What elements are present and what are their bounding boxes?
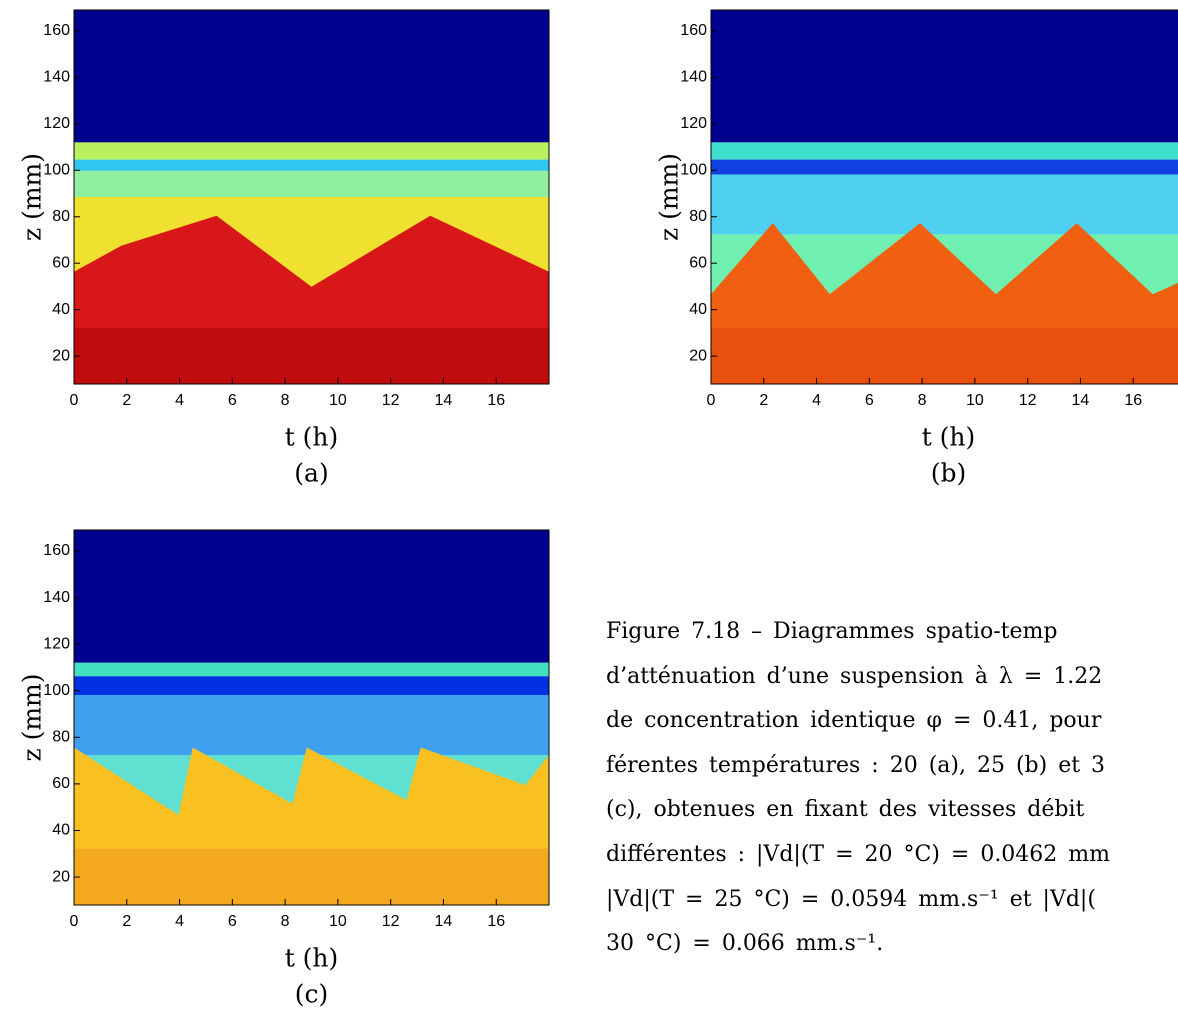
heatmap-band bbox=[74, 662, 549, 677]
y-axis-label: z (mm) bbox=[18, 673, 47, 761]
y-tick-label: 140 bbox=[680, 69, 707, 86]
heatmap-band bbox=[74, 142, 549, 160]
y-tick-label: 120 bbox=[680, 115, 707, 132]
heatmap-band bbox=[74, 327, 549, 384]
heatmap-band bbox=[74, 676, 549, 695]
heatmap-band bbox=[74, 10, 549, 143]
caption: Figure 7.18 – Diagrammes spatio-temp d’at… bbox=[606, 610, 1178, 967]
heatmap-band bbox=[711, 142, 1178, 160]
panel: 0 2 4 6 8 10 12 14 16 20 40 60 80 100 120 140 160 t (h) (c… bbox=[18, 529, 550, 1009]
panel: 0 2 4 6 8 10 12 14 16 20 40 60 80 100 120 140 160 t (h) (b… bbox=[655, 9, 1178, 488]
x-tick-label: 2 bbox=[122, 913, 131, 930]
heatmap-band bbox=[74, 695, 549, 755]
y-tick-label: 60 bbox=[689, 254, 707, 271]
axes-frame bbox=[710, 9, 1178, 385]
caption-line: de concentration identique φ = 0.41, pou… bbox=[606, 708, 1102, 734]
x-tick-label: 8 bbox=[281, 913, 290, 930]
panel: 0 2 4 6 8 10 12 14 16 20 40 60 80 100 120 140 160 t (h) (a… bbox=[18, 9, 550, 488]
x-tick-label: 16 bbox=[487, 913, 505, 930]
heatmap-band bbox=[711, 159, 1178, 175]
axes-frame bbox=[73, 529, 550, 906]
x-tick-label: 10 bbox=[329, 392, 347, 409]
caption-line: différentes : |Vd|(T = 20 °C) = 0.0462 m… bbox=[606, 841, 1111, 867]
y-tick-label: 80 bbox=[689, 208, 707, 225]
x-tick-label: 12 bbox=[382, 392, 400, 409]
heatmap bbox=[711, 10, 1178, 384]
x-tick-label: 12 bbox=[1019, 392, 1037, 409]
y-tick-label: 120 bbox=[43, 635, 70, 652]
x-tick-label: 4 bbox=[175, 913, 184, 930]
panel-label: (b) bbox=[931, 459, 967, 488]
panel-label: (c) bbox=[295, 980, 329, 1009]
y-tick-label: 100 bbox=[680, 162, 707, 179]
x-tick-label: 0 bbox=[70, 913, 79, 930]
y-tick-label: 160 bbox=[43, 542, 70, 559]
x-tick-label: 0 bbox=[70, 392, 79, 409]
x-tick-label: 12 bbox=[382, 913, 400, 930]
y-axis-label: z (mm) bbox=[655, 153, 684, 241]
caption-line: (c), obtenues en fixant des vitesses déb… bbox=[606, 797, 1085, 823]
y-tick-label: 20 bbox=[689, 347, 707, 364]
caption-line: d’atténuation d’une suspension à λ = 1.2… bbox=[606, 663, 1103, 689]
y-tick-label: 160 bbox=[43, 22, 70, 39]
x-tick-label: 2 bbox=[759, 392, 768, 409]
heatmap-band bbox=[711, 327, 1178, 384]
y-tick-label: 60 bbox=[52, 775, 70, 792]
y-tick-label: 140 bbox=[43, 589, 70, 606]
y-tick-label: 40 bbox=[52, 301, 70, 318]
y-tick-label: 60 bbox=[52, 254, 70, 271]
y-tick-label: 100 bbox=[43, 162, 70, 179]
x-tick-label: 4 bbox=[175, 392, 184, 409]
y-tick-label: 100 bbox=[43, 682, 70, 699]
heatmap-band bbox=[74, 159, 549, 171]
heatmap-band bbox=[74, 530, 549, 663]
x-tick-label: 10 bbox=[329, 913, 347, 930]
x-axis-label: t (h) bbox=[285, 944, 339, 973]
y-tick-label: 140 bbox=[43, 69, 70, 86]
heatmap-band bbox=[74, 848, 549, 905]
x-tick-label: 8 bbox=[918, 392, 927, 409]
heatmap-band bbox=[711, 174, 1178, 235]
x-tick-label: 8 bbox=[281, 392, 290, 409]
x-tick-label: 16 bbox=[487, 392, 505, 409]
y-tick-label: 80 bbox=[52, 729, 70, 746]
y-axis-label: z (mm) bbox=[18, 153, 47, 241]
caption-line: 30 °C) = 0.066 mm.s⁻¹. bbox=[606, 931, 884, 957]
x-tick-label: 10 bbox=[966, 392, 984, 409]
x-tick-label: 14 bbox=[1072, 392, 1090, 409]
caption-line: férentes températures : 20 (a), 25 (b) e… bbox=[606, 752, 1106, 778]
x-tick-label: 2 bbox=[122, 392, 131, 409]
x-tick-label: 0 bbox=[707, 392, 716, 409]
x-tick-label: 14 bbox=[435, 392, 453, 409]
y-tick-label: 80 bbox=[52, 208, 70, 225]
heatmap bbox=[74, 530, 549, 905]
y-tick-label: 160 bbox=[680, 22, 707, 39]
panel-label: (a) bbox=[294, 459, 328, 488]
axes-frame bbox=[73, 9, 550, 385]
x-tick-label: 16 bbox=[1124, 392, 1142, 409]
y-tick-label: 40 bbox=[689, 301, 707, 318]
x-axis-label: t (h) bbox=[922, 423, 976, 452]
heatmap-band bbox=[74, 170, 549, 197]
y-tick-label: 40 bbox=[52, 822, 70, 839]
y-tick-label: 20 bbox=[52, 868, 70, 885]
x-tick-label: 6 bbox=[865, 392, 874, 409]
caption-line: Figure 7.18 – Diagrammes spatio-temp bbox=[606, 619, 1058, 644]
x-tick-label: 6 bbox=[228, 392, 237, 409]
x-tick-label: 4 bbox=[812, 392, 821, 409]
x-tick-label: 14 bbox=[435, 913, 453, 930]
x-axis-label: t (h) bbox=[285, 423, 339, 452]
caption-line: |Vd|(T = 25 °C) = 0.0594 mm.s⁻¹ et |Vd|( bbox=[606, 886, 1096, 912]
x-tick-label: 6 bbox=[228, 913, 237, 930]
heatmap bbox=[74, 10, 549, 384]
y-tick-label: 20 bbox=[52, 347, 70, 364]
heatmap-band bbox=[711, 10, 1178, 143]
y-tick-label: 120 bbox=[43, 115, 70, 132]
